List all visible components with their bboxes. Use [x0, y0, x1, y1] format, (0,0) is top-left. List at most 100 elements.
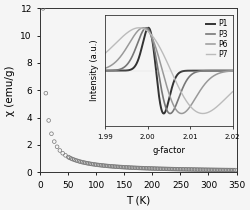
Point	[94, 163, 98, 166]
Point	[130, 166, 134, 169]
Point	[69, 157, 73, 160]
Point	[196, 168, 200, 171]
Point	[232, 168, 236, 172]
Point	[102, 164, 106, 167]
Point	[132, 166, 136, 169]
Point	[186, 168, 190, 171]
Point	[64, 154, 68, 157]
Point	[118, 165, 122, 169]
Point	[75, 159, 79, 163]
Point	[141, 167, 145, 170]
Point	[184, 168, 188, 171]
Point	[41, 7, 45, 10]
Point	[175, 168, 179, 171]
Point	[108, 165, 112, 168]
Point	[161, 167, 165, 171]
Point	[152, 167, 156, 170]
Point	[162, 167, 166, 171]
Point	[70, 158, 74, 161]
Point	[127, 166, 131, 169]
Point	[99, 164, 103, 167]
Point	[164, 167, 168, 171]
Point	[192, 168, 196, 171]
Point	[78, 160, 82, 163]
Point	[207, 168, 211, 171]
Point	[213, 168, 217, 172]
Point	[47, 119, 51, 122]
Point	[150, 167, 154, 170]
Point	[210, 168, 214, 172]
Point	[91, 163, 95, 166]
Point	[112, 165, 116, 168]
Point	[138, 166, 142, 170]
Point	[178, 168, 182, 171]
Point	[148, 167, 152, 170]
Point	[159, 167, 163, 171]
Point	[230, 168, 234, 172]
Point	[107, 164, 111, 168]
X-axis label: T (K): T (K)	[126, 195, 150, 205]
Point	[50, 132, 54, 135]
Point	[176, 168, 180, 171]
Point	[58, 149, 62, 152]
Point	[222, 168, 226, 172]
Point	[74, 159, 78, 162]
Point	[221, 168, 225, 172]
Point	[215, 168, 219, 172]
Point	[55, 145, 59, 148]
Point	[121, 165, 125, 169]
Point	[172, 167, 176, 171]
Point	[144, 167, 148, 170]
Point	[136, 166, 140, 170]
Point	[147, 167, 151, 170]
Point	[195, 168, 199, 171]
Point	[77, 160, 81, 163]
Point	[44, 92, 48, 95]
Point	[168, 167, 172, 171]
Point	[204, 168, 208, 171]
Point	[166, 167, 170, 171]
Point	[193, 168, 197, 171]
Point	[200, 168, 203, 171]
Point	[82, 161, 86, 164]
Point	[158, 167, 162, 170]
Point	[96, 163, 100, 167]
Point	[88, 162, 92, 165]
Point	[167, 167, 171, 171]
Point	[90, 162, 94, 166]
Point	[227, 168, 231, 172]
Point	[80, 160, 84, 164]
Point	[116, 165, 120, 168]
Point	[72, 158, 76, 161]
Point	[218, 168, 222, 172]
Point	[173, 167, 177, 171]
Point	[146, 167, 150, 170]
Point	[122, 165, 126, 169]
Point	[104, 164, 108, 167]
Point	[220, 168, 224, 172]
Point	[224, 168, 228, 172]
Point	[133, 166, 137, 169]
Point	[110, 165, 114, 168]
Point	[209, 168, 213, 171]
Point	[85, 161, 89, 165]
Point	[125, 166, 129, 169]
Point	[68, 156, 71, 159]
Point	[113, 165, 117, 168]
Point	[190, 168, 194, 171]
Point	[119, 165, 123, 169]
Point	[182, 168, 186, 171]
Point	[61, 152, 65, 155]
Point	[101, 164, 105, 167]
Point	[155, 167, 159, 170]
Point	[153, 167, 157, 170]
Point	[234, 168, 237, 172]
Point	[105, 164, 109, 168]
Point	[52, 140, 56, 143]
Point	[170, 167, 174, 171]
Point	[66, 155, 70, 159]
Point	[198, 168, 202, 171]
Point	[212, 168, 216, 172]
Point	[124, 166, 128, 169]
Point	[216, 168, 220, 172]
